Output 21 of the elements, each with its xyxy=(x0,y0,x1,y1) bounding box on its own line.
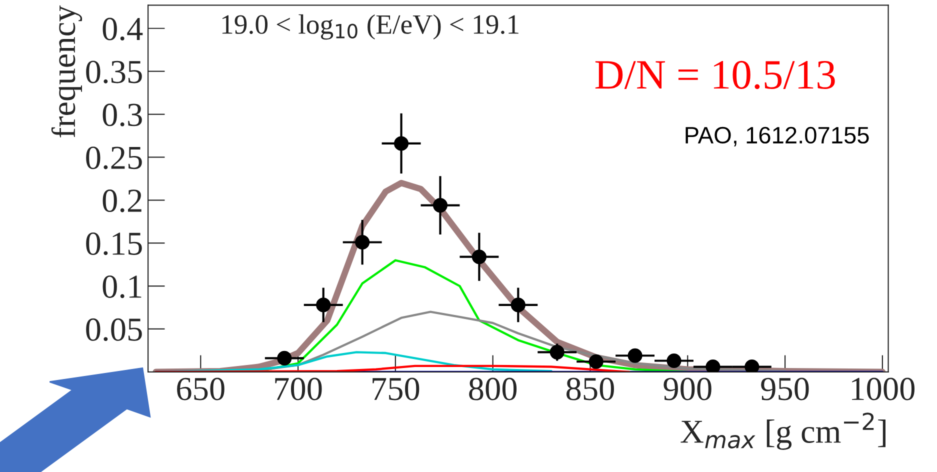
x-tick-label: 700 xyxy=(275,378,322,400)
annotation: PAO, 1612.07155 xyxy=(686,126,869,146)
y-axis-title: frequency xyxy=(51,5,82,138)
chart-title: 19.0 < log$_{10}$ (E/eV) < 19.1 xyxy=(222,14,518,40)
y-tick-label: 0.1 xyxy=(102,275,142,298)
x-tick-label: 750 xyxy=(372,378,420,400)
y-tick-label: 0.25 xyxy=(86,146,142,170)
x-tick-label: 800 xyxy=(469,378,517,400)
x-tick-label: 900 xyxy=(664,378,712,400)
x-tick-label: 950 xyxy=(761,378,809,400)
y-tick-label: 0.05 xyxy=(86,318,142,342)
y-tick-label: 0.35 xyxy=(86,60,142,84)
y-tick-label: 0.2 xyxy=(102,190,142,212)
y-tick-label: 0.4 xyxy=(102,18,143,40)
x-axis-title: X$_{max}$ [g cm$^{−2}$] xyxy=(680,412,886,450)
y-tick-label: 0.3 xyxy=(102,104,142,126)
annotation: D/N = 10.5/13 xyxy=(595,60,835,90)
x-tick-label: 850 xyxy=(566,378,614,400)
x-tick-label: 1000 xyxy=(852,378,914,400)
x-tick-label: 650 xyxy=(177,378,224,400)
y-tick-label: 0.15 xyxy=(86,232,142,256)
